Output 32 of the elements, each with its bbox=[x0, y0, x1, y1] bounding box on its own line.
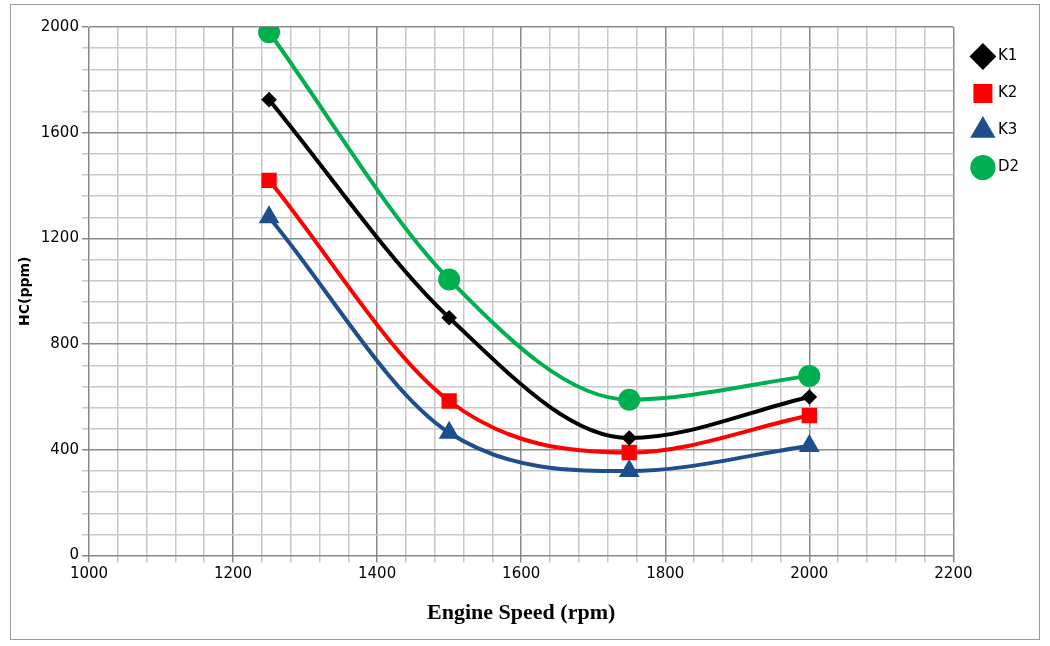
point bbox=[442, 310, 457, 325]
point bbox=[262, 92, 277, 107]
x-tick-label: 2000 bbox=[790, 564, 829, 583]
legend-label: D2 bbox=[997, 157, 1019, 176]
y-tick-label: 400 bbox=[50, 439, 79, 458]
x-tick-label: 1600 bbox=[502, 564, 541, 583]
point bbox=[621, 444, 637, 461]
point bbox=[618, 388, 641, 411]
point bbox=[622, 430, 637, 445]
point bbox=[801, 407, 817, 424]
point bbox=[441, 393, 457, 409]
point bbox=[620, 461, 639, 478]
point bbox=[802, 390, 817, 405]
y-tick-label: 1600 bbox=[40, 122, 79, 141]
x-axis-title: Engine Speed (rpm) bbox=[427, 599, 616, 625]
y-axis-title: HC(ppm) bbox=[16, 256, 33, 327]
y-tick-label: 2000 bbox=[40, 16, 79, 35]
point bbox=[261, 172, 277, 188]
point bbox=[798, 364, 821, 387]
point bbox=[260, 207, 278, 224]
legend-label: K2 bbox=[997, 83, 1018, 102]
x-tick-label: 1800 bbox=[646, 564, 685, 583]
x-tick-label: 1000 bbox=[69, 564, 109, 583]
y-tick-label: 1200 bbox=[40, 228, 79, 247]
x-tick-label: 1200 bbox=[213, 564, 253, 583]
point bbox=[438, 268, 461, 291]
y-tick-label: 0 bbox=[69, 545, 79, 564]
legend-label: K1 bbox=[997, 46, 1018, 65]
x-tick-label: 2200 bbox=[934, 564, 973, 583]
x-tick-label: 1400 bbox=[358, 564, 397, 583]
legend-label: K3 bbox=[997, 120, 1018, 139]
y-tick-label: 800 bbox=[50, 334, 79, 353]
